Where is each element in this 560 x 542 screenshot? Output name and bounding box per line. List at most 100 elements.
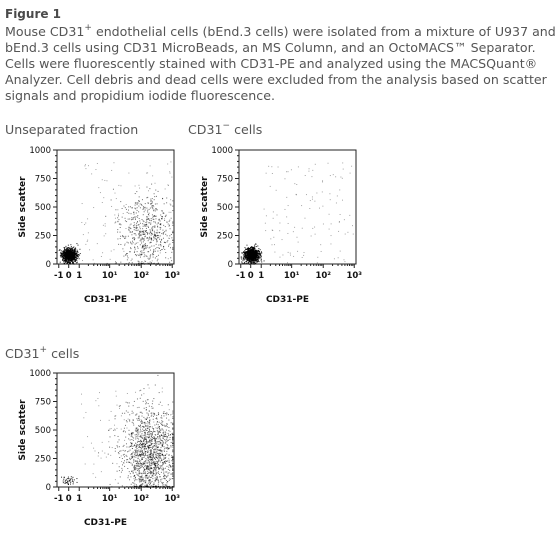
data-point [151, 432, 153, 434]
data-point [78, 258, 80, 260]
data-point [168, 224, 170, 226]
data-point [141, 483, 143, 485]
data-point [69, 253, 71, 255]
data-point [144, 438, 146, 440]
data-point [131, 444, 133, 446]
data-point [154, 182, 156, 184]
data-point [148, 427, 150, 429]
data-point [132, 237, 134, 239]
data-point [158, 452, 160, 454]
data-point [119, 405, 121, 407]
data-point [149, 419, 151, 421]
data-point [253, 254, 255, 256]
data-point [161, 485, 163, 487]
data-point [125, 253, 127, 255]
data-point [116, 404, 118, 406]
data-point [163, 412, 165, 414]
data-point [125, 424, 127, 426]
data-point [343, 219, 345, 221]
data-point [68, 257, 70, 259]
data-point [111, 486, 113, 488]
data-point [158, 426, 160, 428]
data-point [146, 197, 148, 199]
data-point [153, 199, 155, 201]
data-point [69, 478, 71, 480]
data-point [257, 252, 259, 254]
data-point [138, 438, 140, 440]
data-point [71, 255, 73, 257]
data-point [148, 218, 150, 220]
data-point [248, 257, 250, 259]
data-point [250, 259, 252, 260]
data-point [119, 227, 121, 228]
data-point [145, 407, 147, 409]
data-point [144, 442, 146, 444]
data-point [155, 441, 157, 443]
data-point [124, 431, 126, 433]
data-point [166, 476, 168, 478]
data-point [160, 461, 162, 463]
data-point [164, 226, 166, 228]
data-point [65, 482, 67, 484]
data-point [157, 231, 159, 233]
data-point [98, 452, 100, 454]
data-point [154, 250, 156, 252]
data-point [163, 449, 165, 451]
data-point [111, 205, 113, 207]
data-point [129, 434, 131, 436]
data-point [154, 468, 156, 470]
data-point [133, 233, 135, 235]
data-point [141, 443, 143, 445]
data-point [74, 248, 76, 250]
data-point [134, 217, 136, 219]
data-point [252, 252, 254, 254]
data-point [168, 430, 170, 432]
data-point [63, 248, 65, 250]
data-point [149, 188, 151, 190]
data-point [132, 486, 134, 488]
data-point [156, 414, 158, 416]
y-tick-label: 1000 [211, 146, 233, 156]
x-tick-label: 0 [248, 271, 254, 281]
data-point [69, 480, 71, 482]
data-point [145, 425, 147, 427]
data-point [139, 262, 141, 264]
data-point [143, 256, 145, 258]
data-point [166, 485, 168, 487]
data-point [144, 455, 146, 457]
data-point [140, 238, 142, 240]
data-point [137, 468, 139, 470]
data-point [152, 470, 154, 472]
data-point [149, 483, 151, 485]
data-point [124, 450, 126, 452]
data-point [79, 254, 81, 256]
data-point [158, 466, 160, 468]
data-point [140, 421, 142, 423]
data-point [67, 254, 69, 256]
data-point [255, 257, 257, 259]
data-point [141, 253, 143, 255]
data-point [84, 164, 86, 166]
data-point [136, 202, 138, 204]
data-point [137, 229, 139, 231]
data-point [145, 466, 147, 468]
data-point [140, 477, 142, 479]
data-point [153, 463, 155, 465]
data-point [138, 237, 140, 239]
data-point [269, 185, 271, 187]
data-point [243, 261, 245, 263]
data-point [119, 450, 121, 452]
data-point [150, 440, 152, 442]
data-point [68, 247, 70, 249]
data-point [62, 255, 64, 257]
data-point [172, 434, 174, 436]
data-point [153, 236, 155, 238]
data-point [129, 486, 131, 488]
figure-caption: Mouse CD31+ endothelial cells (bEnd.3 ce… [5, 23, 557, 104]
data-point [113, 429, 115, 431]
data-point [244, 252, 246, 254]
data-point [161, 469, 163, 471]
data-point [143, 445, 145, 447]
data-point [162, 463, 164, 465]
data-point [145, 453, 147, 455]
